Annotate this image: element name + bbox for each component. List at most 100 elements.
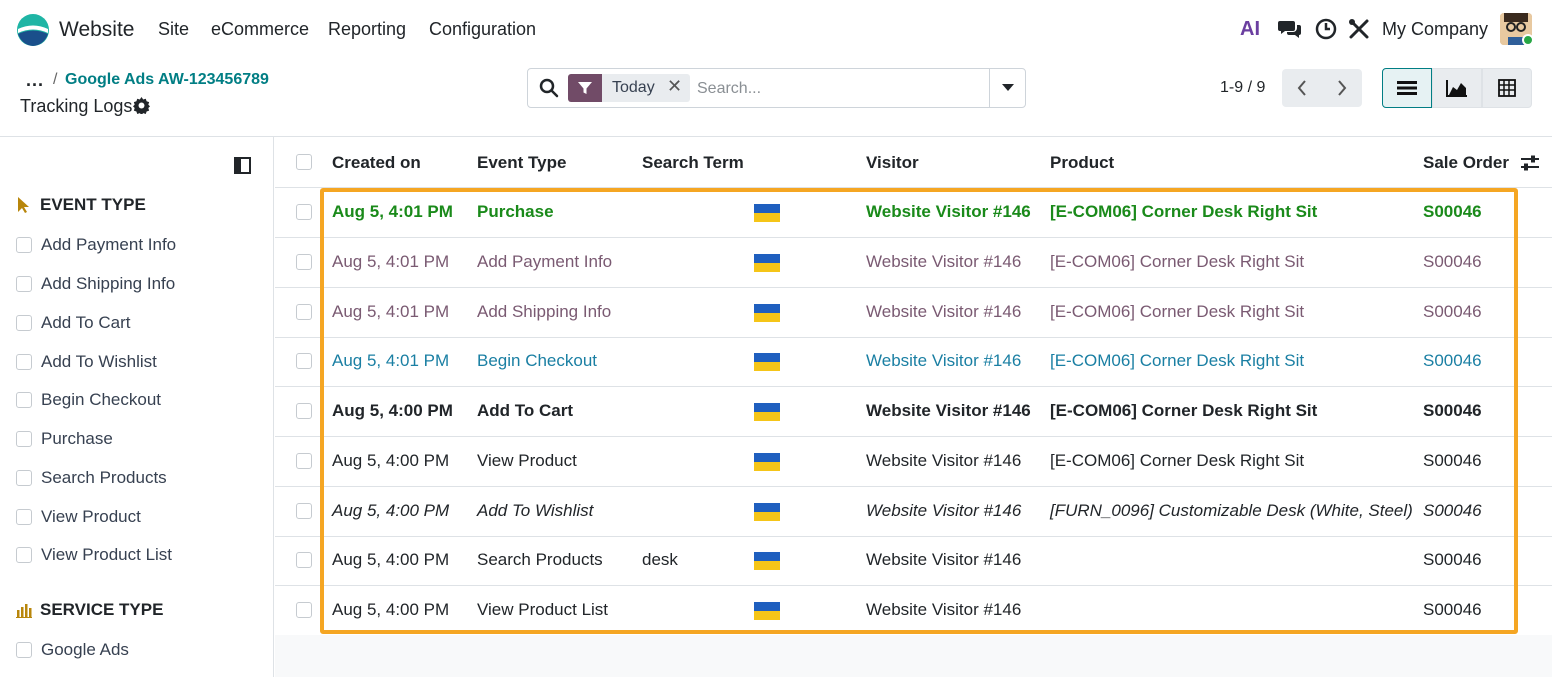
ai-icon[interactable]: AI (1240, 17, 1260, 40)
search-options-toggle[interactable] (989, 69, 1025, 107)
sidebar-item-add-payment-info[interactable]: Add Payment Info (16, 235, 176, 255)
sidebar-item-google-ads[interactable]: Google Ads (16, 640, 129, 660)
checkbox[interactable] (16, 237, 32, 253)
row-checkbox[interactable] (296, 303, 312, 320)
cell-visitor: Website Visitor #146 (866, 550, 1022, 570)
row-checkbox[interactable] (296, 403, 312, 419)
filter-facet-icon (568, 74, 602, 102)
website-app-icon[interactable] (16, 13, 50, 47)
list-view-icon (1397, 81, 1417, 95)
cell-product: [E-COM06] Corner Desk Right Sit (1050, 202, 1318, 221)
menu-reporting[interactable]: Reporting (328, 19, 407, 39)
sidebar-item-label: Begin Checkout (41, 390, 162, 409)
top-navbar: Website Site eCommerce Reporting Configu… (0, 0, 1552, 60)
cell-event-type: Add To Cart (477, 401, 574, 420)
column-header-visitor[interactable]: Visitor (866, 153, 919, 172)
table-row[interactable] (275, 288, 1552, 338)
checkbox[interactable] (16, 642, 32, 658)
pager-previous-button[interactable] (1282, 69, 1322, 107)
discuss-icon[interactable] (1278, 17, 1302, 41)
page-title: Tracking Logs (20, 96, 133, 116)
sidebar-item-add-shipping-info[interactable]: Add Shipping Info (16, 274, 175, 294)
row-checkbox[interactable] (296, 204, 312, 220)
optional-columns-icon[interactable] (1520, 154, 1540, 172)
table-row[interactable] (275, 188, 1552, 238)
cell-created-on: Aug 5, 4:00 PM (332, 600, 450, 619)
table-row[interactable] (275, 387, 1552, 437)
cell-visitor: Website Visitor #146 (866, 251, 1022, 271)
filter-facet-value: Today (612, 79, 655, 96)
cell-sale-order: S00046 (1423, 202, 1482, 221)
column-header-product[interactable]: Product (1050, 153, 1115, 172)
column-header-sale-order[interactable]: Sale Order (1423, 153, 1509, 172)
column-header-event-type[interactable]: Event Type (477, 153, 567, 172)
sidebar-toggle-icon[interactable] (234, 157, 251, 174)
menu-configuration[interactable]: Configuration (429, 19, 537, 39)
sidebar-item-purchase[interactable]: Purchase (16, 429, 113, 449)
company-switcher[interactable]: My Company (1382, 19, 1489, 39)
row-checkbox[interactable] (296, 253, 312, 270)
select-all-checkbox[interactable] (296, 154, 312, 170)
checkbox[interactable] (16, 392, 32, 408)
sidebar-item-add-to-wishlist[interactable]: Add To Wishlist (16, 352, 157, 372)
table-row[interactable] (275, 437, 1552, 487)
breadcrumb-parent-link[interactable]: Google Ads AW-123456789 (65, 71, 269, 88)
cell-sale-order: S00046 (1423, 351, 1482, 371)
search-input[interactable] (697, 76, 982, 102)
column-header-search-term[interactable]: Search Term (642, 153, 744, 172)
sidebar-item-view-product-list[interactable]: View Product List (16, 545, 172, 565)
table-row[interactable] (275, 536, 1552, 587)
sidebar-item-begin-checkout[interactable]: Begin Checkout (16, 390, 161, 410)
cell-visitor: Website Visitor #146 (866, 450, 1022, 470)
bar-chart-icon (16, 604, 32, 618)
tools-icon[interactable] (1347, 17, 1371, 41)
pager-value[interactable]: 1-9 / 9 (1220, 79, 1266, 96)
cursor-icon (18, 197, 29, 213)
table-row[interactable] (275, 238, 1552, 288)
cell-event-type: Purchase (477, 202, 554, 221)
country-flag-icon (754, 552, 780, 571)
row-checkbox[interactable] (296, 353, 312, 370)
row-checkbox[interactable] (296, 452, 312, 469)
breadcrumb-collapsed[interactable]: ... (26, 70, 45, 90)
checkbox[interactable] (16, 315, 32, 331)
list-empty-area (275, 635, 1552, 677)
checkbox[interactable] (16, 547, 32, 563)
gear-icon[interactable] (133, 97, 150, 114)
cell-created-on: Aug 5, 4:01 PM (332, 202, 453, 221)
checkbox[interactable] (16, 509, 32, 525)
sidebar-item-add-to-cart[interactable]: Add To Cart (16, 313, 130, 333)
facet-remove-icon[interactable]: ✕ (667, 76, 683, 96)
checkbox[interactable] (16, 354, 32, 370)
user-avatar[interactable] (1500, 13, 1532, 45)
checkbox[interactable] (16, 431, 32, 447)
sidebar-item-label: Add To Cart (41, 313, 131, 332)
graph-view-button[interactable] (1432, 68, 1482, 108)
pager-next-button[interactable] (1322, 69, 1362, 107)
pivot-view-button[interactable] (1482, 68, 1532, 108)
table-row[interactable] (275, 487, 1552, 537)
cell-created-on: Aug 5, 4:01 PM (332, 251, 450, 271)
search-icon[interactable] (539, 78, 559, 98)
row-checkbox[interactable] (296, 502, 312, 519)
checkbox[interactable] (16, 276, 32, 292)
sidebar-item-label: Add Payment Info (41, 235, 177, 254)
row-checkbox[interactable] (296, 552, 312, 569)
list-view-button[interactable] (1382, 68, 1432, 108)
search-bar (527, 68, 1026, 108)
row-checkbox[interactable] (296, 602, 312, 618)
checkbox[interactable] (16, 470, 32, 486)
column-header-created-on[interactable]: Created on (332, 153, 421, 172)
country-flag-icon (754, 204, 780, 222)
menu-ecommerce[interactable]: eCommerce (211, 19, 310, 39)
sidebar-item-view-product[interactable]: View Product (16, 507, 141, 527)
cell-event-type: Add Shipping Info (477, 301, 612, 321)
activity-clock-icon[interactable] (1314, 17, 1338, 41)
sidebar-item-search-products[interactable]: Search Products (16, 468, 167, 488)
cell-event-type: Begin Checkout (477, 351, 598, 371)
table-row[interactable] (275, 337, 1552, 388)
menu-site[interactable]: Site (158, 19, 190, 39)
cell-event-type: Add Payment Info (477, 251, 613, 271)
sidebar-item-label: Add To Wishlist (41, 352, 157, 371)
app-name[interactable]: Website (59, 18, 135, 41)
